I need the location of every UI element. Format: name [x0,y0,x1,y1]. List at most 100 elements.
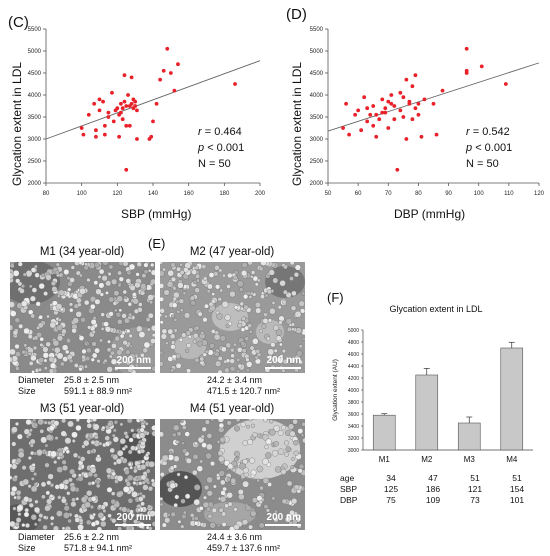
data-point [126,93,130,97]
data-point [440,88,445,93]
particle [97,275,102,279]
particle [38,357,45,364]
data-point [135,108,139,113]
particle [38,283,45,290]
y-tick-label: 5500 [28,27,42,33]
particle [96,359,101,364]
panel-e-label: (E) [148,236,166,251]
particle [206,443,213,451]
particle [111,343,117,349]
particle [203,495,207,500]
particle [214,360,222,367]
table-cell: 47 [428,472,438,483]
data-point [106,115,111,119]
particle [126,419,133,424]
particle [132,481,137,485]
particle [285,292,292,298]
particle [283,264,288,270]
particle [179,262,183,267]
particle [94,262,100,268]
particle [236,357,241,362]
particle [219,436,226,443]
particle [147,504,152,509]
data-point [135,137,139,141]
y-tick-label: 4200 [348,376,359,382]
particle [289,509,295,516]
y-tick-label: 2000 [28,181,42,187]
particle [254,301,261,308]
particle [194,287,200,293]
particle [181,448,188,454]
particle [86,519,92,526]
particle [291,457,295,461]
particle [111,518,117,524]
particle [105,424,110,430]
particle [60,430,67,437]
particle [10,475,13,480]
particle [264,293,269,298]
particle [84,501,91,508]
particle [71,328,77,334]
data-point [344,101,348,106]
table-cell: 125 [383,483,399,494]
size-value: 571.8 ± 94.1 nm² [64,542,132,553]
m4-title: M4 (51 year-old) [189,403,275,415]
particle [221,522,227,527]
particle [160,497,164,501]
particle [29,428,33,433]
particle [175,440,180,444]
particle [208,301,214,307]
particle [30,354,37,362]
data-point [122,73,127,78]
particle [160,361,164,367]
data-point [392,117,397,122]
particle [145,525,150,530]
particle [160,320,164,325]
particle [49,482,55,488]
data-point [401,95,406,100]
particle [81,348,87,354]
particle [200,434,205,439]
particle [227,463,234,470]
particle [246,361,253,368]
particle [67,420,74,428]
particle [129,285,136,291]
particle [254,282,259,287]
particle [47,420,52,426]
particle [116,449,124,457]
particle [111,278,118,285]
data-point [347,132,351,137]
particle [263,504,269,510]
particle [116,349,123,356]
particle [86,347,92,354]
particle [90,440,96,445]
particle [104,326,112,333]
particle [273,441,279,447]
particle [11,485,18,493]
particle [183,267,189,273]
particle [37,419,45,426]
particle [89,504,94,510]
y-tick-label: 4000 [28,93,42,99]
particle [31,370,35,373]
particle [115,311,122,318]
particle [168,450,173,455]
particle [175,362,182,369]
particle [245,368,250,373]
particle [211,292,215,296]
particle [244,325,249,331]
particle [75,424,82,432]
particle [117,526,122,530]
particle [81,444,86,449]
particle [30,477,35,481]
particle [132,298,139,305]
stat-r: r = 0.542 [466,124,512,140]
particle [171,354,177,360]
particle [89,449,95,454]
size-value: 591.1 ± 88.9 nm² [64,385,132,396]
particle [288,423,295,430]
x-tick-label: 100 [77,191,88,197]
particle [90,357,95,362]
particle [169,333,176,340]
particle [252,275,259,282]
